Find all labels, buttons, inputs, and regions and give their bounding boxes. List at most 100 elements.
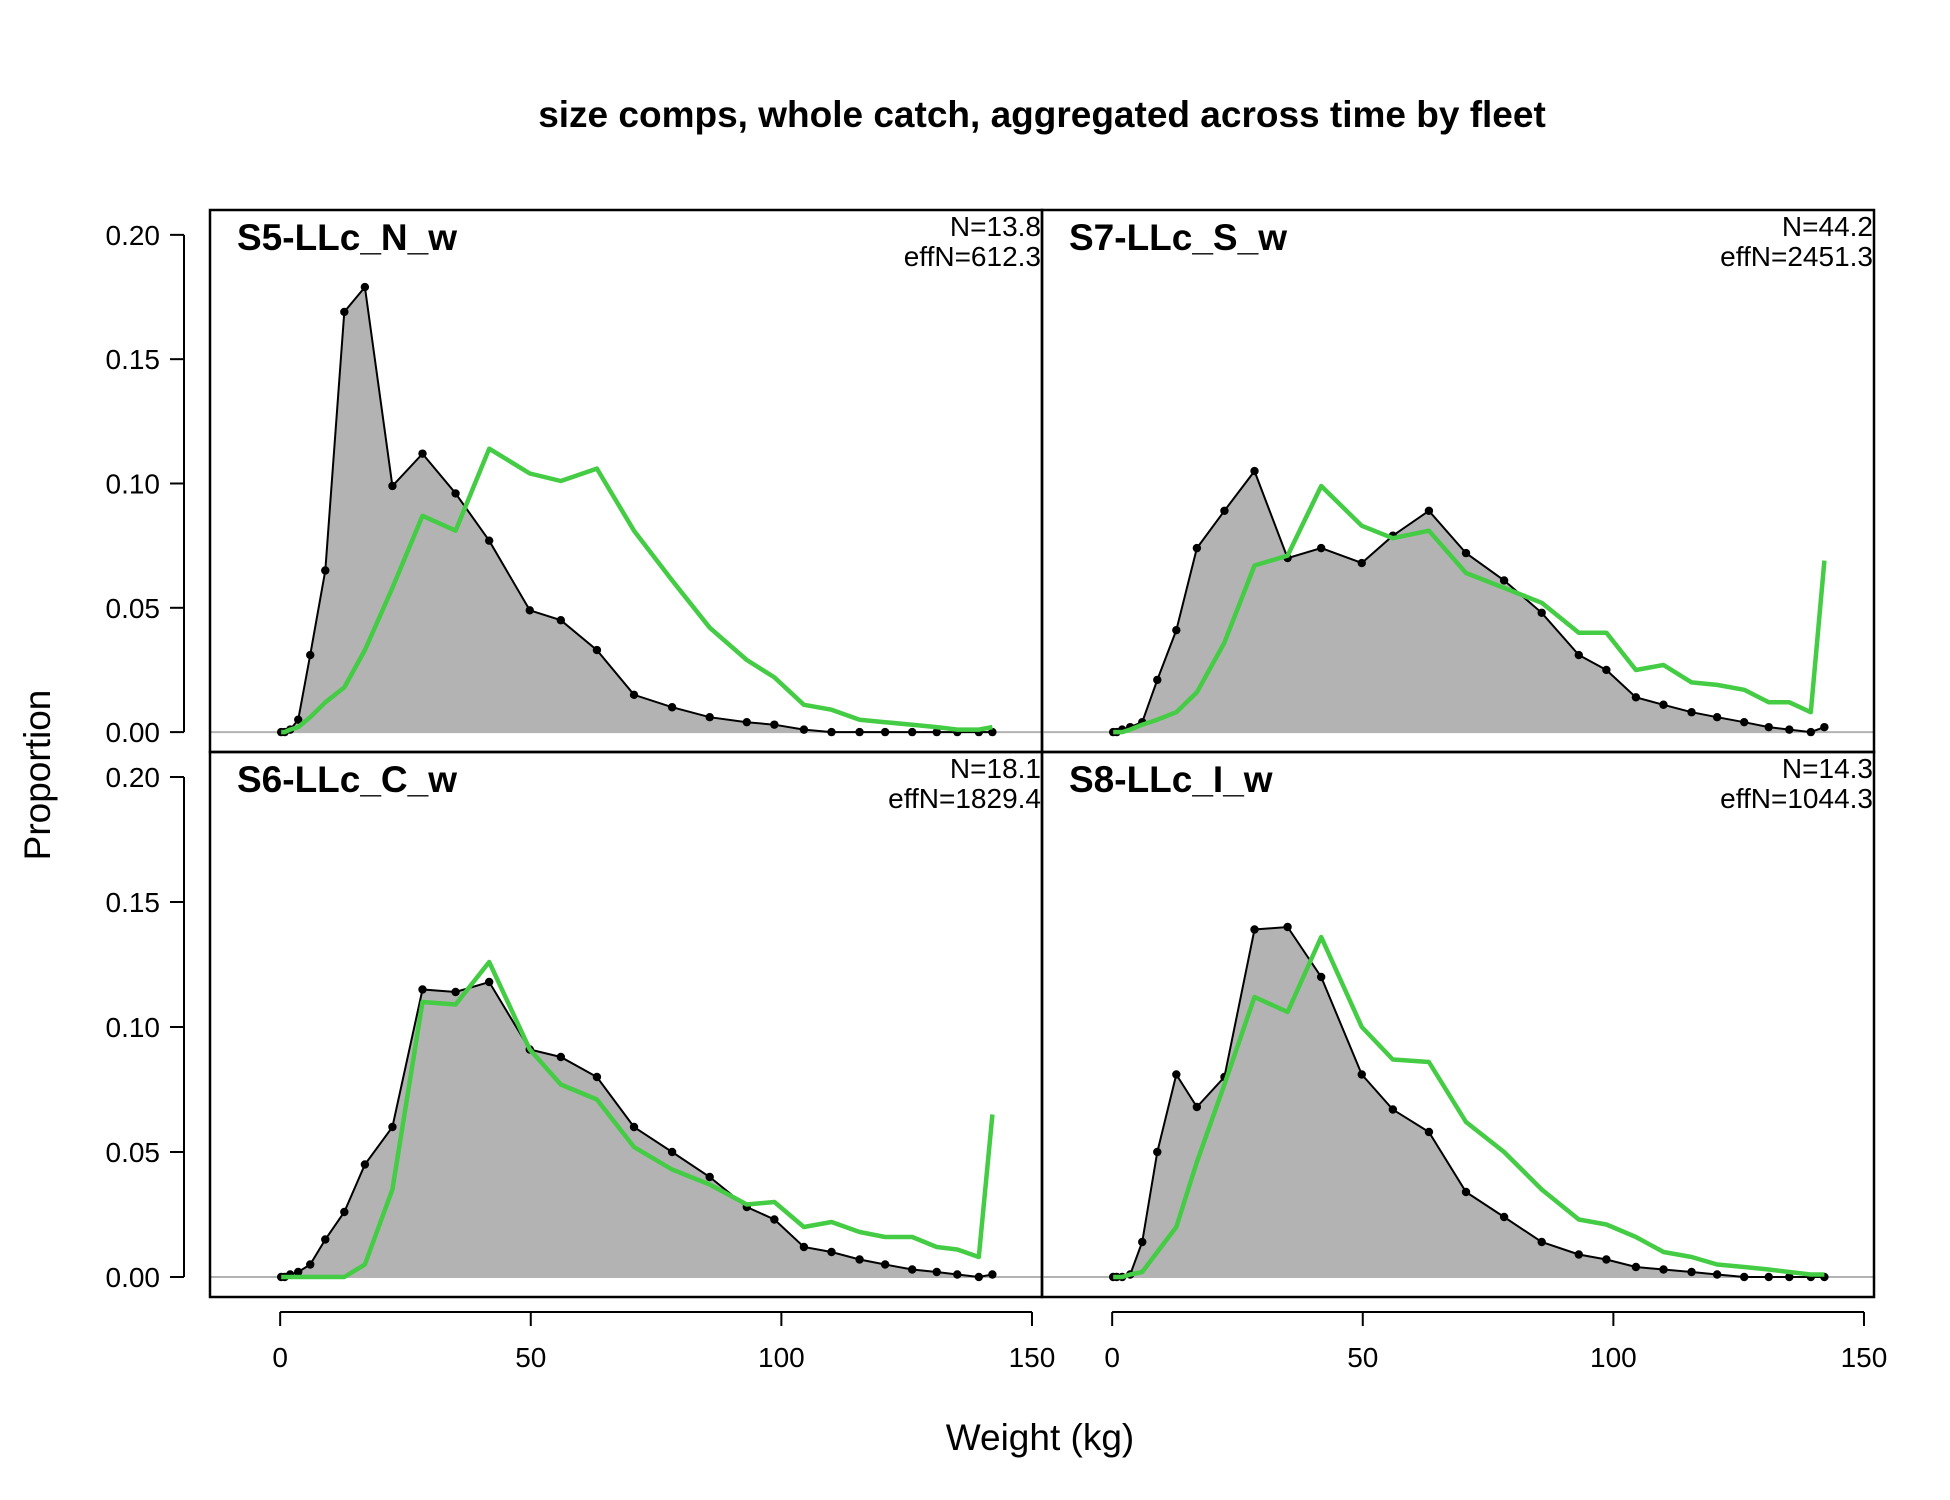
observed-point bbox=[1250, 466, 1259, 476]
expected-line bbox=[281, 959, 995, 1280]
observed-point bbox=[1659, 700, 1668, 709]
observed-point bbox=[1192, 543, 1202, 553]
n-label: N=44.2 bbox=[1782, 211, 1873, 242]
observed-point bbox=[1172, 625, 1181, 635]
observed-point bbox=[1316, 972, 1326, 982]
observed-point bbox=[705, 712, 714, 722]
observed-point bbox=[827, 727, 836, 737]
observed-point bbox=[321, 566, 330, 575]
x-tick-label: 50 bbox=[515, 1342, 546, 1373]
effn-label: effN=2451.3 bbox=[1720, 241, 1873, 272]
expected-line bbox=[281, 446, 993, 735]
observed-point bbox=[484, 977, 494, 987]
observed-point bbox=[827, 1247, 836, 1257]
y-tick-label: 0.00 bbox=[106, 717, 161, 748]
expected-line bbox=[1113, 934, 1825, 1280]
effn-label: effN=612.3 bbox=[904, 241, 1041, 272]
observed-point bbox=[1461, 1187, 1471, 1197]
observed-point bbox=[556, 616, 566, 625]
effn-label: effN=1044.3 bbox=[1720, 783, 1873, 814]
x-tick-label: 0 bbox=[1104, 1342, 1120, 1373]
x-axis: 0 50 100 150 bbox=[1104, 1311, 1888, 1373]
observed-point bbox=[988, 1270, 997, 1279]
observed-point bbox=[988, 727, 997, 737]
observed-area bbox=[1113, 471, 1825, 733]
observed-point bbox=[1764, 1272, 1773, 1282]
observed-point bbox=[340, 307, 349, 317]
y-tick-label: 0.05 bbox=[106, 1137, 161, 1168]
observed-point bbox=[907, 1265, 917, 1274]
observed-point bbox=[1357, 1070, 1366, 1079]
observed-area bbox=[281, 287, 993, 733]
observed-point bbox=[418, 449, 427, 458]
observed-point bbox=[1192, 1102, 1202, 1112]
observed-point bbox=[1785, 1272, 1794, 1282]
observed-point bbox=[1739, 1272, 1749, 1282]
observed-point bbox=[705, 1172, 714, 1182]
observed-point bbox=[880, 1260, 890, 1269]
observed-point bbox=[1785, 725, 1794, 734]
observed-point bbox=[1687, 708, 1696, 717]
observed-point bbox=[974, 1272, 984, 1282]
observed-point bbox=[1602, 665, 1611, 675]
observed-point bbox=[1631, 1262, 1641, 1272]
observed-point bbox=[525, 606, 534, 615]
panel-plot-region bbox=[1042, 466, 1874, 737]
observed-point bbox=[451, 489, 460, 498]
y-axis: 0.00 0.05 0.10 0.15 0.20 bbox=[106, 762, 185, 1293]
x-tick-label: 100 bbox=[758, 1342, 805, 1373]
n-label: N=13.8 bbox=[950, 211, 1041, 242]
observed-point bbox=[418, 985, 427, 994]
observed-point bbox=[629, 1122, 639, 1132]
observed-point bbox=[667, 703, 677, 712]
observed-point bbox=[1220, 506, 1229, 516]
observed-point bbox=[932, 1267, 941, 1277]
observed-point bbox=[1764, 722, 1773, 732]
y-tick-label: 0.10 bbox=[106, 1012, 161, 1043]
y-tick-label: 0.20 bbox=[106, 220, 161, 251]
observed-point bbox=[360, 282, 370, 292]
observed-point bbox=[1739, 717, 1749, 727]
observed-point bbox=[1820, 722, 1829, 732]
observed-point bbox=[667, 1147, 677, 1157]
x-axis-label: Weight (kg) bbox=[946, 1417, 1135, 1458]
panel-title: S7-LLc_S_w bbox=[1069, 217, 1287, 258]
x-tick-label: 100 bbox=[1590, 1342, 1637, 1373]
expected-line bbox=[1113, 483, 1827, 735]
observed-point bbox=[1461, 548, 1471, 558]
observed-point bbox=[742, 717, 751, 727]
y-tick-label: 0.05 bbox=[106, 593, 161, 624]
observed-point bbox=[770, 1215, 779, 1224]
observed-area bbox=[1113, 927, 1825, 1277]
x-axis: 0 50 100 150 bbox=[272, 1311, 1055, 1373]
observed-point bbox=[388, 481, 397, 491]
y-axis-label: Proportion bbox=[17, 690, 58, 861]
observed-point bbox=[294, 1267, 303, 1277]
observed-point bbox=[451, 987, 460, 997]
observed-point bbox=[1687, 1267, 1696, 1277]
observed-point bbox=[1499, 1212, 1509, 1222]
observed-point bbox=[1316, 543, 1326, 553]
x-tick-label: 0 bbox=[272, 1342, 288, 1373]
observed-point bbox=[932, 727, 941, 737]
n-label: N=14.3 bbox=[1782, 753, 1873, 784]
observed-point bbox=[799, 1242, 809, 1252]
observed-point bbox=[855, 1255, 864, 1264]
x-tick-label: 50 bbox=[1347, 1342, 1378, 1373]
observed-point bbox=[321, 1235, 330, 1244]
observed-point bbox=[953, 1270, 962, 1279]
observed-point bbox=[1712, 1270, 1722, 1279]
panel-border bbox=[1040, 750, 1876, 1299]
observed-point bbox=[1153, 1147, 1162, 1157]
observed-point bbox=[592, 645, 602, 655]
panel-title: S5-LLc_N_w bbox=[237, 217, 457, 258]
observed-point bbox=[770, 720, 779, 729]
observed-point bbox=[1424, 1127, 1434, 1137]
observed-point bbox=[1283, 922, 1292, 932]
x-tick-label: 150 bbox=[1841, 1342, 1888, 1373]
observed-point bbox=[1250, 925, 1259, 934]
observed-point bbox=[1537, 608, 1546, 617]
observed-point bbox=[1424, 506, 1434, 516]
